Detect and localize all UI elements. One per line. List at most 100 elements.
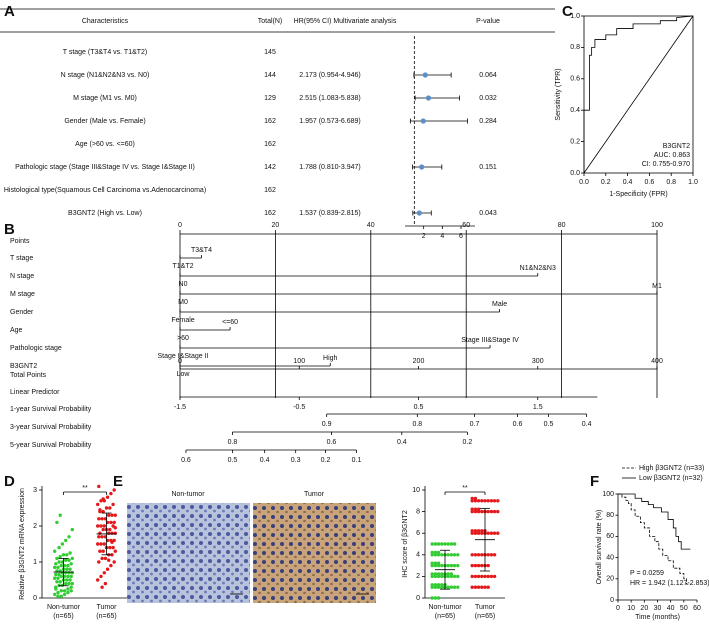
level-label: >60 [177,335,189,342]
data-point [486,499,490,503]
legend-label: High β3GNT2 (n=33) [639,465,704,472]
data-point [489,553,494,557]
data-point [452,542,457,546]
data-point [108,527,112,532]
tick-label: 0.8 [412,421,422,428]
x-tick-label: 60 [693,605,701,612]
data-point [53,565,57,570]
row-label: Points [10,238,30,245]
data-point [113,513,118,517]
group-label: Tumor [97,604,118,611]
row-label: N stage (N1&N2&N3 vs. N0) [61,72,150,79]
data-point [68,551,72,555]
data-point [430,596,434,600]
row-total: 129 [264,95,276,102]
data-point [96,578,100,582]
data-point [63,538,68,543]
data-point [96,542,100,546]
hr-text: 1.788 (0.810-3.947) [299,164,361,171]
data-point [56,565,60,570]
tick-label: 0.3 [291,457,301,464]
data-point [102,542,107,546]
data-point [55,580,59,584]
data-point [486,585,490,589]
data-point [53,592,57,597]
data-point [440,585,444,589]
tick-label: 0 [178,358,182,365]
y-tick-label: 80 [606,512,614,519]
panel-label: D [4,473,15,490]
data-point [492,574,497,579]
level-label: N0 [179,281,188,288]
tick-label: 1.5 [533,404,543,411]
data-point [102,571,107,575]
data-point [480,509,484,514]
data-point [446,553,450,557]
column-header: Total(N) [258,18,283,25]
data-point [433,596,438,600]
data-point [492,499,497,503]
data-point [99,524,103,528]
data-point [66,587,70,591]
data-point [492,531,497,535]
data-point [492,553,497,557]
x-tick-label: 50 [680,605,688,612]
data-point [57,572,61,577]
data-point [433,553,438,557]
data-point [56,576,60,580]
data-point [99,574,103,579]
p-value: 0.284 [479,118,497,125]
data-point [480,574,484,579]
data-point [109,563,113,568]
data-point [433,583,438,587]
group-n: (n=65) [53,613,73,620]
group-n: (n=65) [96,613,116,620]
data-point [489,574,494,579]
x-tick-label: 0 [616,605,620,612]
data-point [473,507,478,511]
data-point [96,502,100,507]
data-point [101,509,105,514]
tick-label: -0.5 [293,404,305,411]
row-label: Age [10,327,23,334]
data-point [68,578,72,582]
y-tick-label: 0 [416,595,420,602]
data-point [440,563,444,568]
data-point [476,563,481,568]
data-point [489,531,494,535]
data-point [446,574,450,579]
row-total: 162 [264,187,276,194]
level-label: Low [177,371,191,378]
data-point [433,550,438,555]
data-point [53,576,57,580]
level-label: High [323,355,338,362]
data-point [496,499,500,503]
row-label: 3-year Survival Probability [10,424,92,431]
data-point [110,540,114,544]
column-header: P-value [476,18,500,25]
data-point [480,585,484,589]
y-axis-label: Sensitivity (TPR) [555,68,562,120]
data-point [486,574,490,579]
y-axis-label: IHC score of β3GNT2 [402,510,409,578]
data-point [483,574,487,579]
data-point [433,572,438,576]
survival-curve [618,493,691,585]
data-point [430,585,434,589]
data-point [67,558,71,562]
data-point [480,553,484,557]
row-label: B3GNT2 (High vs. Low) [68,210,142,217]
tick-label: 40 [367,222,375,229]
y-tick-label: 4 [416,552,420,559]
y-tick-label: 40 [606,554,614,561]
data-point [101,527,105,532]
data-point [436,596,441,600]
y-tick-label: 0.4 [570,107,580,114]
data-point [107,531,111,535]
y-axis-label: Overall survival rate (%) [596,510,603,585]
data-point [480,563,484,568]
data-point [111,502,115,507]
tick-label: -1.5 [174,404,186,411]
y-tick-label: 20 [606,576,614,583]
data-point [470,531,474,535]
